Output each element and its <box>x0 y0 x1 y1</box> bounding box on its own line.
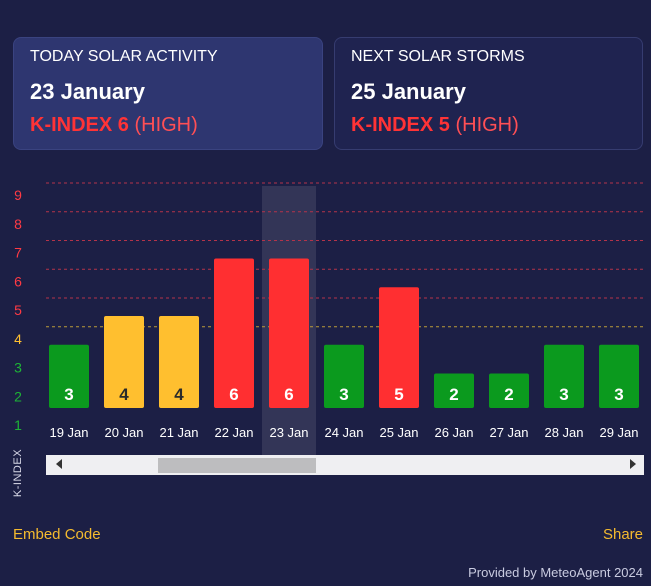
bar-value-label: 3 <box>614 385 623 404</box>
bar-value-label: 5 <box>394 385 403 404</box>
y-tick-label: 9 <box>14 187 22 203</box>
embed-code-link[interactable]: Embed Code <box>13 526 101 543</box>
y-tick-label: 6 <box>14 273 22 289</box>
provided-by-text: Provided by MeteoAgent 2024 <box>468 565 643 580</box>
x-tick-label: 26 Jan <box>434 425 473 440</box>
bar[interactable] <box>49 344 89 408</box>
today-kindex: K-INDEX 6 (HIGH) <box>30 113 306 137</box>
bar[interactable] <box>269 258 309 409</box>
bar-value-label: 6 <box>284 385 293 404</box>
x-tick-label: 20 Jan <box>104 425 143 440</box>
next-storm-card: NEXT SOLAR STORMS 25 January K-INDEX 5 (… <box>334 37 643 150</box>
bar-value-label: 3 <box>339 385 348 404</box>
bar[interactable] <box>599 344 639 408</box>
next-date: 25 January <box>351 79 466 104</box>
bar-value-label: 3 <box>559 385 568 404</box>
bar-value-label: 3 <box>64 385 73 404</box>
y-tick-label: 4 <box>14 331 22 347</box>
bar[interactable] <box>324 344 364 408</box>
scrollbar-thumb[interactable] <box>158 458 316 473</box>
x-tick-label: 29 Jan <box>599 425 638 440</box>
x-tick-label: 27 Jan <box>489 425 528 440</box>
bar-value-label: 2 <box>504 385 513 404</box>
bar[interactable] <box>434 373 474 409</box>
next-kindex-value: K-INDEX 5 <box>351 114 450 136</box>
share-link[interactable]: Share <box>602 526 643 543</box>
y-axis-title: K-INDEX <box>12 448 24 498</box>
bar-value-label: 4 <box>174 385 184 404</box>
arrow-left-icon[interactable] <box>56 459 62 469</box>
bar-value-label: 2 <box>449 385 458 404</box>
x-tick-label: 19 Jan <box>49 425 88 440</box>
bar[interactable] <box>544 344 584 408</box>
bar-value-label: 6 <box>229 385 238 404</box>
y-tick-label: 5 <box>14 302 22 318</box>
bar[interactable] <box>489 373 529 409</box>
today-kindex-value: K-INDEX 6 <box>30 114 129 136</box>
y-tick-label: 8 <box>14 216 22 232</box>
today-label: TODAY SOLAR ACTIVITY <box>30 48 218 65</box>
chart-scrollbar[interactable] <box>46 455 644 475</box>
x-tick-label: 28 Jan <box>544 425 583 440</box>
x-tick-label: 21 Jan <box>159 425 198 440</box>
next-kindex: K-INDEX 5 (HIGH) <box>351 113 626 137</box>
x-tick-label: 22 Jan <box>214 425 253 440</box>
x-tick-label: 23 Jan <box>269 425 308 440</box>
today-date: 23 January <box>30 79 145 104</box>
bar[interactable] <box>379 287 419 408</box>
y-tick-label: 7 <box>14 245 22 261</box>
x-tick-label: 25 Jan <box>379 425 418 440</box>
y-tick-label: 2 <box>14 388 22 404</box>
today-level: (HIGH) <box>134 114 198 136</box>
y-tick-label: 1 <box>14 417 22 433</box>
today-activity-card: TODAY SOLAR ACTIVITY 23 January K-INDEX … <box>13 37 323 150</box>
y-tick-label: 3 <box>14 360 22 376</box>
x-tick-label: 24 Jan <box>324 425 363 440</box>
arrow-right-icon[interactable] <box>630 459 636 469</box>
next-level: (HIGH) <box>455 114 519 136</box>
bar[interactable] <box>159 316 199 408</box>
bar[interactable] <box>104 316 144 408</box>
bar-value-label: 4 <box>119 385 129 404</box>
next-label: NEXT SOLAR STORMS <box>351 48 525 65</box>
bar[interactable] <box>214 258 254 409</box>
